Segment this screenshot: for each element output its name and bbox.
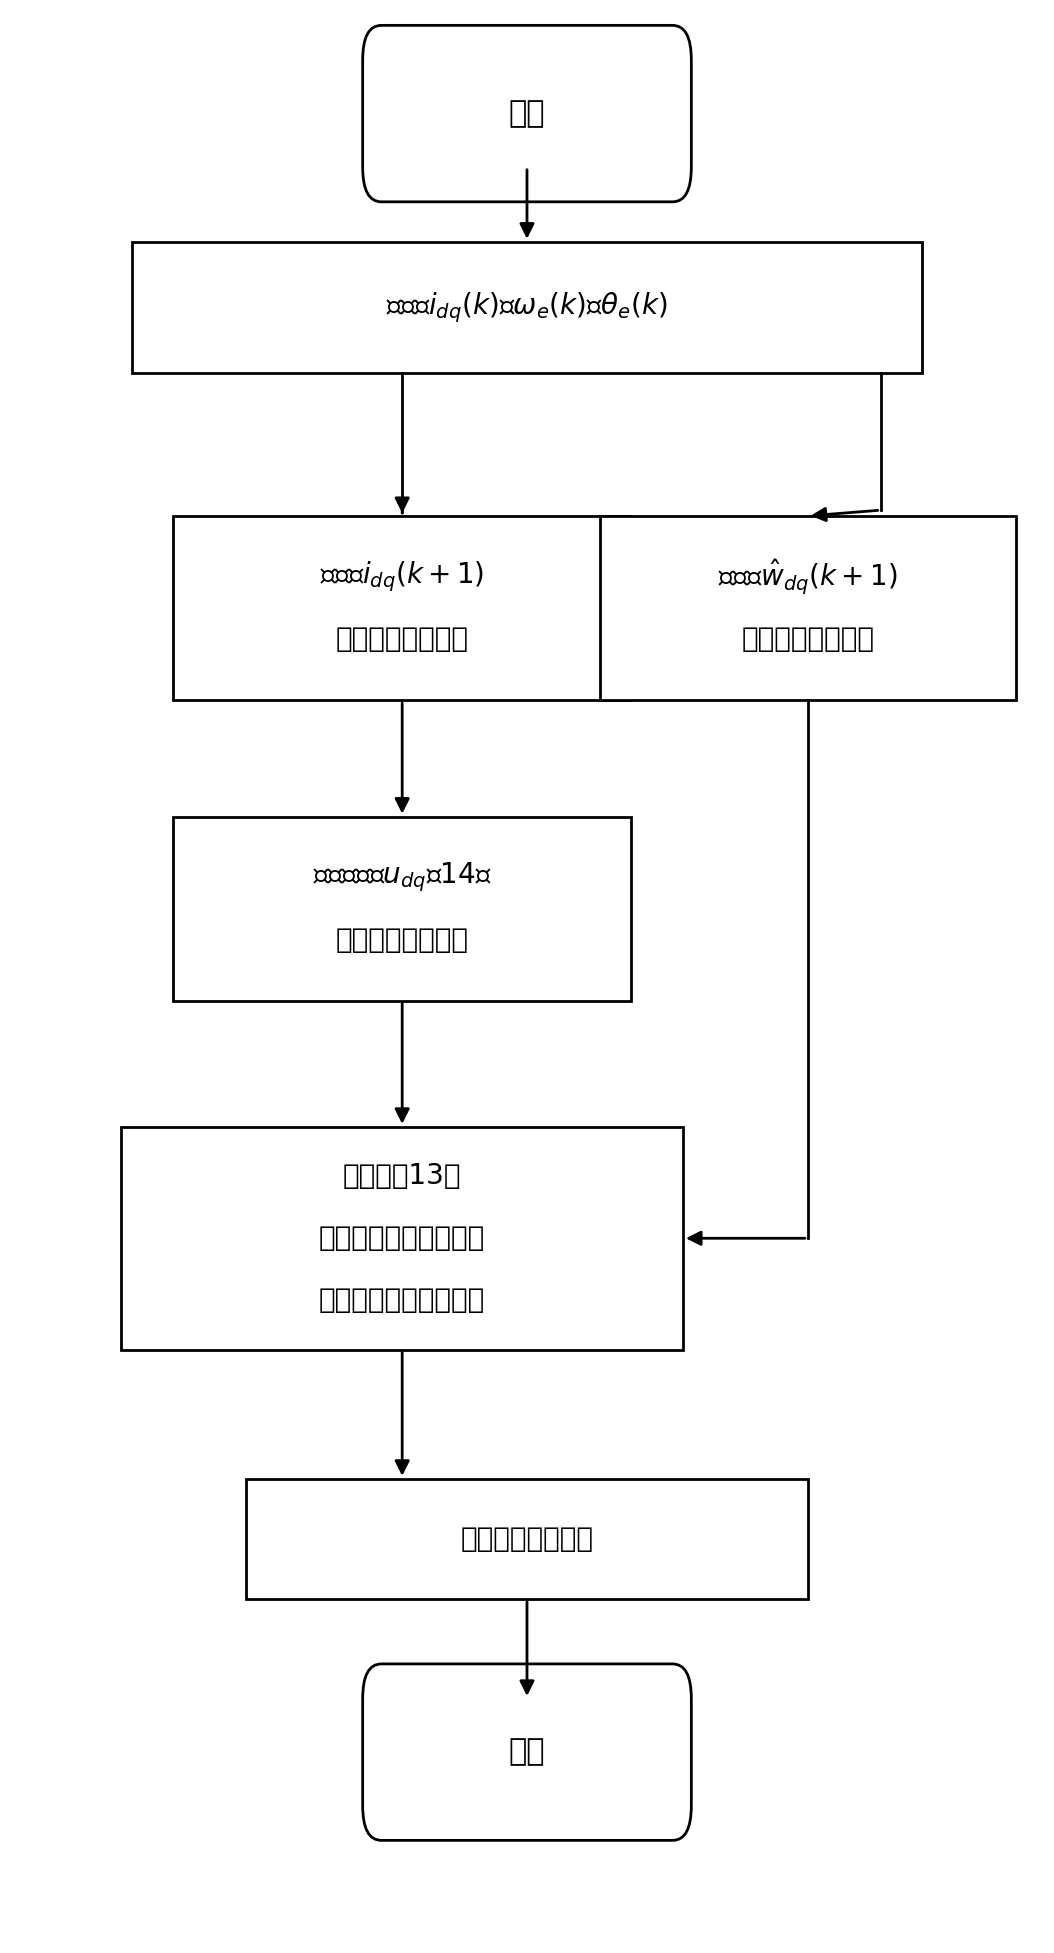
FancyBboxPatch shape: [363, 25, 691, 201]
FancyBboxPatch shape: [173, 816, 631, 1000]
Text: 器预测$i_{dq}(k+1)$: 器预测$i_{dq}(k+1)$: [320, 561, 485, 594]
Text: 基于滑模扰动观测: 基于滑模扰动观测: [335, 625, 469, 652]
Text: 开始: 开始: [509, 100, 545, 129]
Text: 器估计$\hat{w}_{dq}(k+1)$: 器估计$\hat{w}_{dq}(k+1)$: [718, 557, 898, 598]
Text: 馈补偿（13）: 馈补偿（13）: [343, 1162, 462, 1189]
Text: 输入：$i_{dq}(k)$，$\omega_e(k)$和$\theta_e(k)$: 输入：$i_{dq}(k)$，$\omega_e(k)$和$\theta_e(k…: [386, 291, 668, 324]
Text: 基于滑模扰动观测: 基于滑模扰动观测: [741, 625, 875, 652]
Text: 空间矢量脉宽调制: 空间矢量脉宽调制: [461, 1525, 593, 1553]
Text: 结束: 结束: [509, 1738, 545, 1767]
FancyBboxPatch shape: [121, 1127, 683, 1350]
FancyBboxPatch shape: [247, 1478, 807, 1600]
Text: 基于无差拍电流预测控: 基于无差拍电流预测控: [319, 1287, 485, 1314]
FancyBboxPatch shape: [132, 242, 922, 373]
Text: 测控制计算$u_{dq}$（14）: 测控制计算$u_{dq}$（14）: [313, 861, 491, 894]
Text: 基于无差拍电流预: 基于无差拍电流预: [335, 926, 469, 953]
FancyBboxPatch shape: [363, 1664, 691, 1840]
Text: 制和滑模扰动观测器前: 制和滑模扰动观测器前: [319, 1225, 485, 1252]
FancyBboxPatch shape: [173, 516, 631, 701]
FancyBboxPatch shape: [600, 516, 1016, 701]
